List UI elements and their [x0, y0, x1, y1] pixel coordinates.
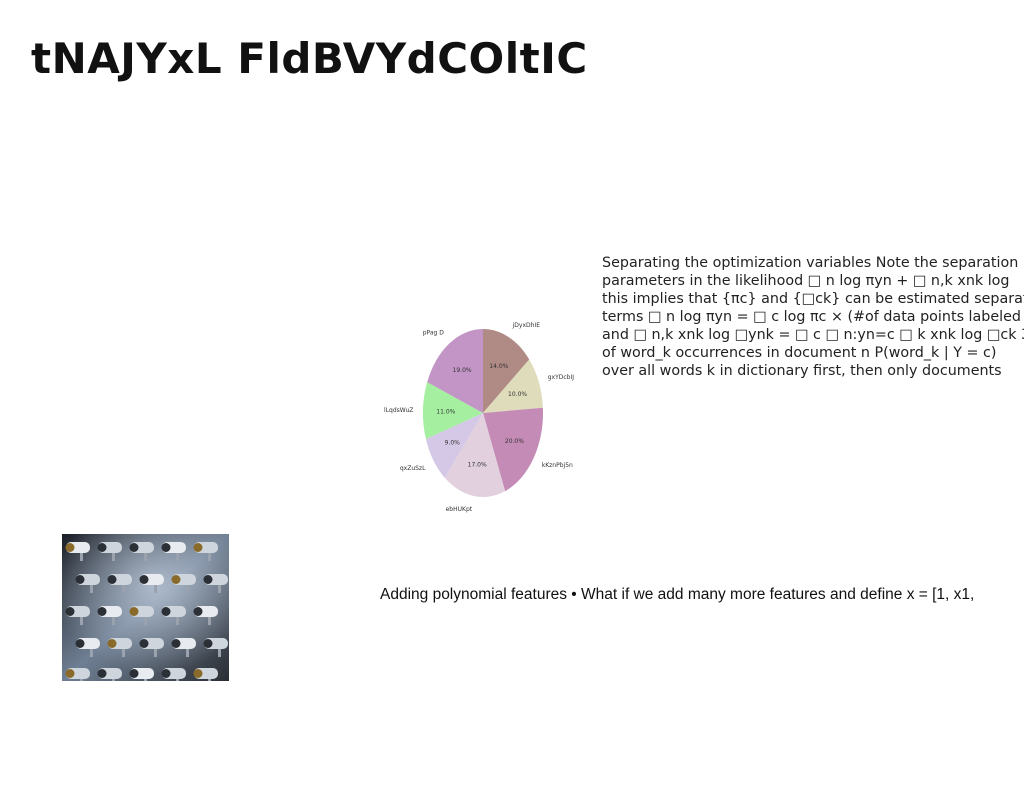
body-line: this implies that {πc} and {□ck} can be …: [602, 291, 1024, 307]
body-line: and □ n,k xnk log □ynk = □ c □ n:yn=c □ …: [602, 327, 1024, 343]
pie-slice-label: pPag D: [423, 329, 445, 336]
pie-slice: [427, 329, 483, 413]
pie-slice-percent: 11.0%: [436, 408, 455, 415]
pie-slice-label: lLqdsWuZ: [384, 407, 413, 414]
body-text: Separating the optimization variables No…: [602, 254, 1024, 380]
pie-slice-percent: 20.0%: [505, 438, 524, 445]
pie-slice-percent: 14.0%: [489, 363, 508, 370]
slide-title: tNAJYxL FldBVYdCOltIC: [31, 34, 588, 83]
pie-slice-percent: 9.0%: [445, 439, 461, 446]
pie-slice-percent: 19.0%: [453, 367, 472, 374]
pie-slice-label: kKznPbj5n: [542, 462, 573, 469]
pie-slice: [483, 359, 543, 413]
pie-chart-svg: 14.0% jDyxDhIE 10.0% gxYDcbIJ 20.0% kKznPbj5n…: [384, 322, 575, 513]
pie-slice: [444, 413, 506, 497]
pie-slice-label: jDyxDhIE: [512, 322, 541, 329]
pie-slice-percent: 17.0%: [468, 461, 487, 468]
pie-slice-label: ebHUKpt: [446, 506, 473, 513]
pie-slice-percent: 10.0%: [508, 391, 527, 398]
caption-text: Adding polynomial features • What if we …: [380, 586, 975, 603]
pie-slice-label: qxZuSzL: [400, 465, 426, 472]
pie-chart: 14.0% jDyxDhIE 10.0% gxYDcbIJ 20.0% kKznPbj5n…: [376, 322, 576, 514]
body-line: terms □ n log πyn = □ c log πc × (#of da…: [602, 309, 1024, 325]
pie-slice: [423, 382, 483, 439]
pie-slice-label: gxYDcbIJ: [548, 374, 575, 381]
body-line: of word_k occurrences in document n P(wo…: [602, 345, 997, 361]
pie-slice: [483, 407, 543, 492]
body-line: over all words k in dictionary first, th…: [602, 363, 1002, 379]
pie-slice: [425, 413, 483, 478]
body-line: Separating the optimization variables No…: [602, 255, 1019, 271]
body-line: parameters in the likelihood □ n log πyn…: [602, 273, 1010, 289]
pie-slice: [483, 329, 530, 413]
security-cameras-photo: [62, 534, 229, 681]
